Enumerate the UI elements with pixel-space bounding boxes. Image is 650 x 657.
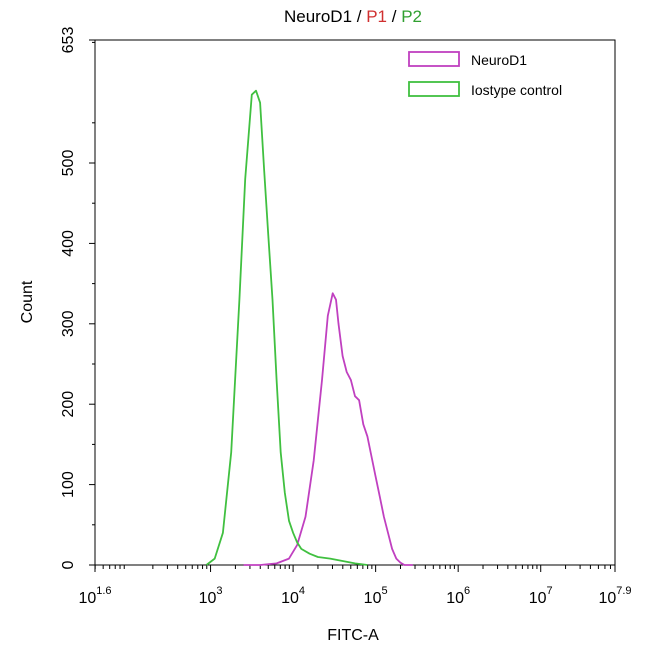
chart-title-part: / bbox=[387, 7, 401, 26]
y-tick-label: 200 bbox=[60, 391, 77, 418]
chart-title: NeuroD1 / P1 / P2 bbox=[284, 7, 422, 26]
series-layer bbox=[205, 89, 413, 566]
y-tick-label: 653 bbox=[60, 27, 77, 54]
y-tick-label: 0 bbox=[60, 560, 77, 569]
x-tick-label: 101.6 bbox=[78, 585, 111, 607]
x-tick-label: 105 bbox=[364, 585, 388, 607]
series-line-2 bbox=[205, 89, 368, 566]
legend-label-1: NeuroD1 bbox=[471, 52, 527, 68]
x-axis: 101.6 103 104 105 106 107 107.9 bbox=[78, 565, 632, 607]
x-tick-label: 104 bbox=[281, 585, 305, 607]
y-axis-title: Count bbox=[19, 280, 36, 323]
y-tick-label: 400 bbox=[60, 230, 77, 257]
chart-title-part: NeuroD1 bbox=[284, 7, 352, 26]
legend-label-2: Iostype control bbox=[471, 82, 562, 98]
legend: NeuroD1 Iostype control bbox=[408, 51, 562, 98]
chart-title-part: P1 bbox=[366, 7, 387, 26]
x-tick-label: 106 bbox=[446, 585, 470, 607]
x-axis-title: FITC-A bbox=[327, 627, 379, 644]
legend-swatch-1 bbox=[408, 51, 460, 67]
x-tick-label: 103 bbox=[199, 585, 223, 607]
x-tick-label: 107.9 bbox=[598, 585, 631, 607]
plot-frame bbox=[94, 39, 616, 566]
chart-title-part: P2 bbox=[401, 7, 422, 26]
y-tick-label: 300 bbox=[60, 310, 77, 337]
y-tick-label: 500 bbox=[60, 150, 77, 177]
y-tick-label: 100 bbox=[60, 471, 77, 498]
y-axis: 0 100 200 300 400 500 653 bbox=[60, 27, 95, 569]
x-tick-label: 107 bbox=[529, 585, 553, 607]
legend-swatch-2 bbox=[408, 81, 460, 97]
chart-title-part: / bbox=[352, 7, 366, 26]
series-line-1 bbox=[243, 292, 413, 566]
